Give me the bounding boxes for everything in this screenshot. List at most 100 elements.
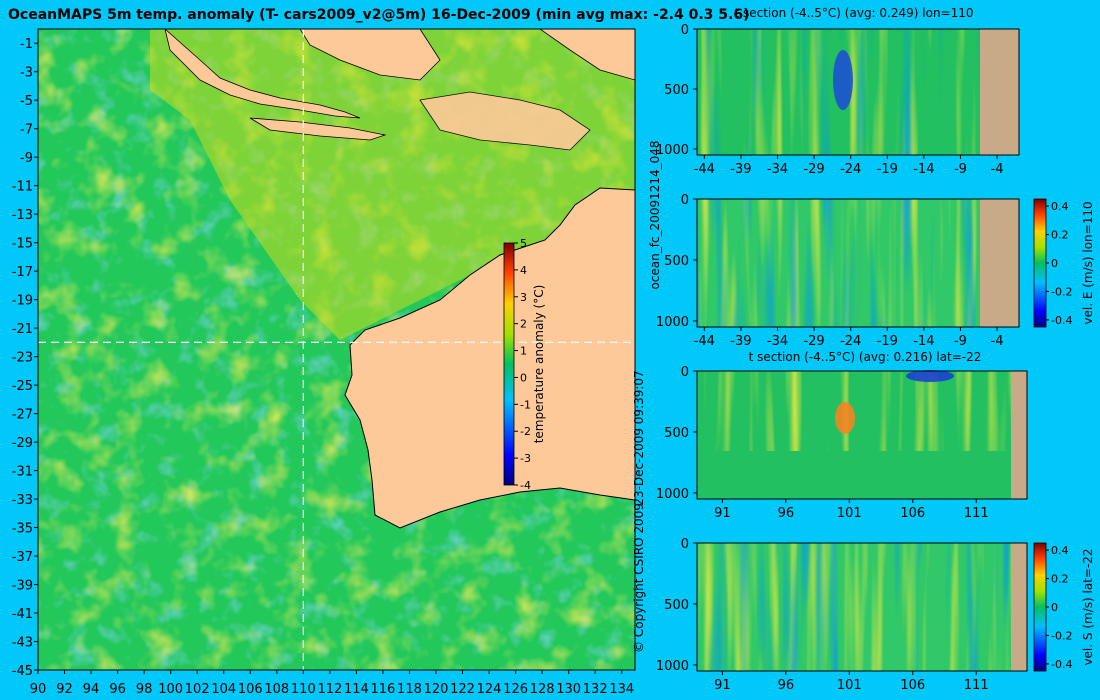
map-x-tick-label: 122 [450, 682, 475, 697]
panel-colorbar-tick-label: -0.4 [1051, 658, 1072, 671]
map-y-tick-label: -29 [12, 436, 33, 451]
panel-x-tick-label: -4 [991, 162, 1004, 177]
panel4-cool-stripes [697, 543, 1011, 671]
panel-y-tick-label: 1000 [656, 487, 689, 502]
panel-colorbar-tick-label: -0.2 [1051, 285, 1072, 298]
map-y-tick-label: -13 [12, 208, 33, 223]
panel-colorbar-tick-label: 0.2 [1051, 229, 1069, 242]
panel2-land-mask [980, 199, 1019, 327]
colorbar-ticks: 5 4 3 2 1 0 -1 -2 -3 -4 [514, 237, 531, 492]
panel2-frame [696, 198, 1020, 328]
colorbar-label: temperature anomaly (°C) [532, 285, 546, 444]
map-y-tick-label: -15 [12, 237, 33, 252]
map-y-tick-label: -3 [20, 66, 33, 81]
panel-x-tick-label: -19 [877, 162, 898, 177]
panel2-cool-stripes [697, 199, 980, 327]
map-x-tick-label: 124 [477, 682, 502, 697]
panel-y-tick-label: 1000 [656, 143, 689, 158]
panel2-colorbar [1033, 198, 1047, 328]
map-y-tick-label: -7 [20, 123, 33, 138]
map-y-tick-label: -45 [12, 664, 33, 679]
panel-x-tick-label: -9 [954, 334, 967, 349]
panel4-colorbar-ticks: 0.4 0.2 0 -0.2 -0.4 [1046, 544, 1072, 671]
panel-y-tick-label: 1000 [656, 659, 689, 674]
map-y-tick-label: -1 [20, 37, 33, 52]
panel-y-tick-label: 0 [681, 193, 689, 208]
map-y-tick-label: -19 [12, 294, 33, 309]
northeast-land [539, 29, 635, 81]
map-y-tick-label: -9 [20, 151, 33, 166]
lesser-sunda-islands [249, 117, 387, 141]
panel-y-tick-label: 500 [664, 598, 689, 613]
map-frame [37, 28, 636, 671]
map-x-tick-label: 116 [371, 682, 396, 697]
panel-x-tick-label: 106 [900, 506, 925, 521]
panel4-colorbar-label: vel. S (m/s) lat=-22 [1081, 548, 1095, 665]
map-y-tick-label: -33 [12, 493, 33, 508]
panel-x-tick-label: 111 [964, 506, 989, 521]
panel-colorbar-tick-label: 0.4 [1051, 200, 1069, 213]
map-x-tick-label: 106 [238, 682, 263, 697]
panel-x-tick-label: -14 [913, 162, 934, 177]
panel-x-tick-label: 101 [837, 678, 862, 693]
panel-x-tick-label: 91 [714, 678, 731, 693]
colorbar-tick-label: 2 [520, 318, 527, 331]
panel4-axes: 91 96 101 106 111 0 500 1000 [656, 537, 989, 693]
panel-x-tick-label: -19 [877, 334, 898, 349]
map-x-tick-label: 104 [211, 682, 236, 697]
colorbar-tick-label: 5 [520, 237, 527, 250]
panel-x-tick-label: 96 [778, 506, 795, 521]
panel-x-tick-label: 96 [778, 678, 795, 693]
map-x-tick-label: 114 [344, 682, 369, 697]
map-x-tick-label: 112 [317, 682, 342, 697]
colorbar-tick-label: -4 [520, 479, 531, 492]
map-x-tick-label: 90 [30, 682, 47, 697]
map-y-tick-label: -5 [20, 94, 33, 109]
map-x-tick-label: 108 [264, 682, 289, 697]
map-x-tick-label: 100 [158, 682, 183, 697]
map-x-tick-label: 98 [136, 682, 153, 697]
panel2-axes: -44 -39 -34 -29 -24 -19 -14 -9 -4 0 500 1000 [656, 193, 1004, 349]
panel-x-tick-label: -39 [730, 162, 751, 177]
map-y-tick-label: -39 [12, 579, 33, 594]
panel-x-tick-label: -4 [991, 334, 1004, 349]
map-x-tick-label: 92 [56, 682, 73, 697]
java-island [164, 29, 361, 119]
panel-y-tick-label: 0 [681, 537, 689, 552]
map-x-tick-label: 94 [83, 682, 100, 697]
map-y-tick-label: -23 [12, 351, 33, 366]
panel-x-tick-label: -34 [767, 334, 788, 349]
map-y-tick-label: -37 [12, 550, 33, 565]
panel-y-tick-label: 500 [664, 83, 689, 98]
panel-x-tick-label: -29 [803, 162, 824, 177]
panel-x-tick-label: 91 [714, 506, 731, 521]
colorbar-tick-label: 1 [520, 345, 527, 358]
colorbar-gradient [503, 242, 515, 486]
map-x-tick-label: 134 [609, 682, 634, 697]
map-title: OceanMAPS 5m temp. anomaly (T- cars2009_… [8, 7, 750, 23]
panel-x-tick-label: 101 [837, 506, 862, 521]
panel1-title: t section (-4..5°C) (avg: 0.249) lon=110 [734, 6, 973, 20]
map-y-tick-label: -43 [12, 636, 33, 651]
panel-colorbar-tick-label: -0.2 [1051, 629, 1072, 642]
map-x-tick-label: 96 [109, 682, 126, 697]
panel-vel-s-lat-22 [696, 542, 1028, 672]
panel3-frame [696, 370, 1028, 500]
borneo-land [299, 29, 441, 81]
panel3-land-mask [1011, 371, 1027, 499]
map-y-tick-label: -35 [12, 522, 33, 537]
panel-x-tick-label: -24 [840, 334, 861, 349]
panel-x-tick-label: -24 [840, 162, 861, 177]
colorbar-tick-label: 0 [520, 371, 527, 384]
map-colorbar: 5 4 3 2 1 0 -1 -2 -3 -4 temperature anomaly (°C) [503, 237, 546, 492]
map-y-tick-label: -41 [12, 607, 33, 622]
map-x-tick-label: 110 [291, 682, 316, 697]
panel-x-tick-label: -14 [913, 334, 934, 349]
panel1-axes: -44 -39 -34 -29 -24 -19 -14 -9 -4 0 500 1000 [656, 23, 1004, 177]
panel1-cold-core [833, 50, 853, 110]
panel-x-tick-label: -39 [730, 334, 751, 349]
panel-y-tick-label: 500 [664, 254, 689, 269]
map-y-tick-label: -27 [12, 408, 33, 423]
map-y-tick-label: -31 [12, 465, 33, 480]
panel3-title: t section (-4..5°C) (avg: 0.216) lat=-22 [749, 350, 982, 364]
